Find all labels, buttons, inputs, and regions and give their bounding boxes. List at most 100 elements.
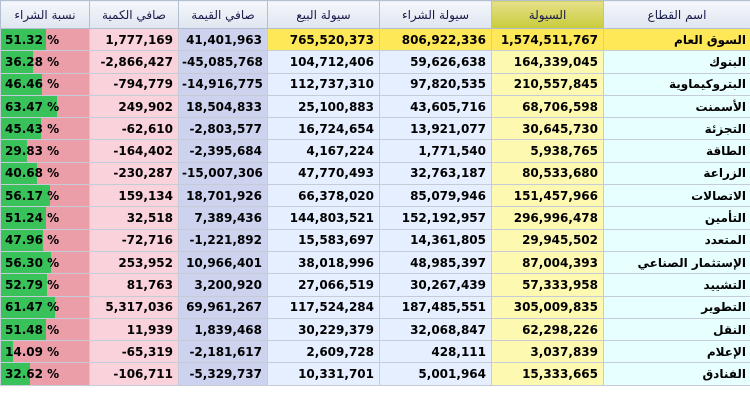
buy-ratio-value: 45.43 %	[5, 121, 60, 136]
table-row[interactable]: 52.79 % 81,763 3,200,920 27,066,519 30,267,4…	[0, 273, 750, 297]
table-row[interactable]: 47.96 % -72,716 -1,221,892 15,583,697 14,361…	[0, 228, 750, 252]
table-row[interactable]: 61.47 % 5,317,036 69,961,267 117,524,284 187…	[0, 295, 750, 319]
net-value-cell: 41,401,963	[178, 27, 268, 52]
sector-name-cell: التجزئة	[603, 117, 750, 141]
header-buy-ratio[interactable]: نسبة الشراء	[0, 0, 90, 29]
sell-ratio-bar	[46, 319, 89, 340]
buy-ratio-value: 52.79 %	[5, 277, 60, 292]
table-row[interactable]: 46.46 % -794,779 -14,916,775 112,737,310 97,…	[0, 72, 750, 96]
buy-liquidity-cell: 59,626,638	[379, 50, 492, 74]
sector-name-cell: البتروكيماوية	[603, 72, 750, 96]
sell-liquidity-cell: 10,331,701	[267, 362, 380, 386]
sell-ratio-bar	[50, 185, 89, 206]
table-row[interactable]: 45.43 % -62,610 -2,803,577 16,724,654 13,921…	[0, 117, 750, 141]
header-net-value[interactable]: صافي القيمة	[178, 0, 268, 29]
buy-ratio-cell: 52.79 %	[0, 273, 90, 297]
buy-liquidity-cell: 43,605,716	[379, 94, 492, 119]
buy-ratio-value: 56.17 %	[5, 188, 60, 203]
net-value-cell: 1,839,468	[178, 317, 268, 342]
buy-ratio-bar	[1, 163, 37, 184]
buy-ratio-bar	[1, 319, 47, 340]
header-liquidity[interactable]: السيولة	[491, 0, 604, 29]
sell-liquidity-cell: 104,712,406	[267, 50, 380, 74]
liquidity-cell: 164,339,045	[491, 50, 604, 74]
net-quantity-cell: -72,716	[89, 228, 179, 252]
table-row[interactable]: 63.47 % 249,902 18,504,833 25,100,883 43,605…	[0, 94, 750, 119]
buy-ratio-value: 63.47 %	[5, 99, 60, 114]
net-value-cell: -15,007,306	[178, 161, 268, 186]
table-row[interactable]: 14.09 % -65,319 -2,181,617 2,609,728 428,111…	[0, 340, 750, 364]
buy-ratio-cell: 61.47 %	[0, 295, 90, 319]
net-quantity-cell: 11,939	[89, 317, 179, 342]
buy-ratio-value: 46.46 %	[5, 77, 60, 92]
sector-name-cell: الزراعة	[603, 161, 750, 186]
net-quantity-cell: -2,866,427	[89, 50, 179, 74]
sector-table: نسبة الشراء صافي الكمية صافي القيمة سيول…	[0, 0, 750, 386]
buy-ratio-value: 61.47 %	[5, 300, 60, 315]
liquidity-cell: 5,938,765	[491, 139, 604, 163]
sector-name-cell: المتعدد	[603, 228, 750, 252]
table-row[interactable]: 56.17 % 159,134 18,701,926 66,378,020 85,079…	[0, 184, 750, 208]
net-value-cell: -45,085,768	[178, 50, 268, 74]
sell-liquidity-cell: 117,524,284	[267, 295, 380, 319]
header-net-quantity[interactable]: صافي الكمية	[89, 0, 179, 29]
sell-liquidity-cell: 30,229,379	[267, 317, 380, 342]
buy-ratio-value: 51.32 %	[5, 32, 60, 47]
sell-liquidity-cell: 4,167,224	[267, 139, 380, 163]
liquidity-cell: 29,945,502	[491, 228, 604, 252]
buy-ratio-value: 47.96 %	[5, 233, 60, 248]
table-row[interactable]: 32.62 % -106,711 -5,329,737 10,331,701 5,001…	[0, 362, 750, 386]
buy-ratio-bar	[1, 341, 14, 362]
buy-liquidity-cell: 5,001,964	[379, 362, 492, 386]
liquidity-cell: 80,533,680	[491, 161, 604, 186]
sell-liquidity-cell: 25,100,883	[267, 94, 380, 119]
table-row[interactable]: 36.28 % -2,866,427 -45,085,768 104,712,406 5…	[0, 50, 750, 74]
buy-ratio-cell: 14.09 %	[0, 340, 90, 364]
buy-ratio-bar	[1, 29, 47, 50]
buy-ratio-cell: 32.62 %	[0, 362, 90, 386]
sector-name-cell: النقل	[603, 317, 750, 342]
buy-liquidity-cell: 14,361,805	[379, 228, 492, 252]
buy-ratio-bar	[1, 297, 56, 318]
liquidity-cell: 305,009,835	[491, 295, 604, 319]
liquidity-cell: 210,557,845	[491, 72, 604, 96]
buy-ratio-bar	[1, 118, 41, 139]
buy-ratio-bar	[1, 363, 30, 385]
net-quantity-cell: 81,763	[89, 273, 179, 297]
buy-ratio-value: 32.62 %	[5, 367, 60, 382]
table-row[interactable]: 51.24 % 32,518 7,389,436 144,803,521 152,192…	[0, 206, 750, 230]
table-row[interactable]: 56.30 % 253,952 10,966,401 38,018,996 48,985…	[0, 250, 750, 275]
sell-ratio-bar	[46, 29, 89, 50]
net-value-cell: 18,701,926	[178, 184, 268, 208]
buy-ratio-bar	[1, 74, 42, 95]
buy-ratio-cell: 51.32 %	[0, 27, 90, 52]
table-row[interactable]: 29.83 % -164,402 -2,395,684 4,167,224 1,771,…	[0, 139, 750, 163]
buy-ratio-bar	[1, 140, 28, 162]
buy-ratio-value: 14.09 %	[5, 344, 60, 359]
net-value-cell: 10,966,401	[178, 250, 268, 275]
sell-ratio-bar	[13, 341, 89, 362]
net-quantity-cell: -794,779	[89, 72, 179, 96]
market-row[interactable]: 51.32 % 1,777,169 41,401,963 765,520,373 806…	[0, 27, 750, 52]
sell-liquidity-cell: 144,803,521	[267, 206, 380, 230]
buy-ratio-cell: 29.83 %	[0, 139, 90, 163]
net-quantity-cell: -164,402	[89, 139, 179, 163]
buy-ratio-bar	[1, 185, 51, 206]
sell-ratio-bar	[40, 118, 89, 139]
table-row[interactable]: 40.68 % -230,287 -15,007,306 47,770,493 32,7…	[0, 161, 750, 186]
sell-ratio-bar	[55, 297, 89, 318]
table-row[interactable]: 51.48 % 11,939 1,839,468 30,229,379 32,068,8…	[0, 317, 750, 342]
net-value-cell: -2,395,684	[178, 139, 268, 163]
net-value-cell: -2,181,617	[178, 340, 268, 364]
buy-liquidity-cell: 806,922,336	[379, 27, 492, 52]
net-value-cell: -5,329,737	[178, 362, 268, 386]
header-sell-liquidity[interactable]: سيولة البيع	[267, 0, 380, 29]
header-buy-liquidity[interactable]: سيولة الشراء	[379, 0, 492, 29]
liquidity-cell: 3,037,839	[491, 340, 604, 364]
sell-liquidity-cell: 112,737,310	[267, 72, 380, 96]
net-value-cell: 18,504,833	[178, 94, 268, 119]
buy-liquidity-cell: 1,771,540	[379, 139, 492, 163]
buy-ratio-cell: 36.28 %	[0, 50, 90, 74]
net-quantity-cell: 1,777,169	[89, 27, 179, 52]
header-sector-name[interactable]: اسم القطاع	[603, 0, 750, 29]
